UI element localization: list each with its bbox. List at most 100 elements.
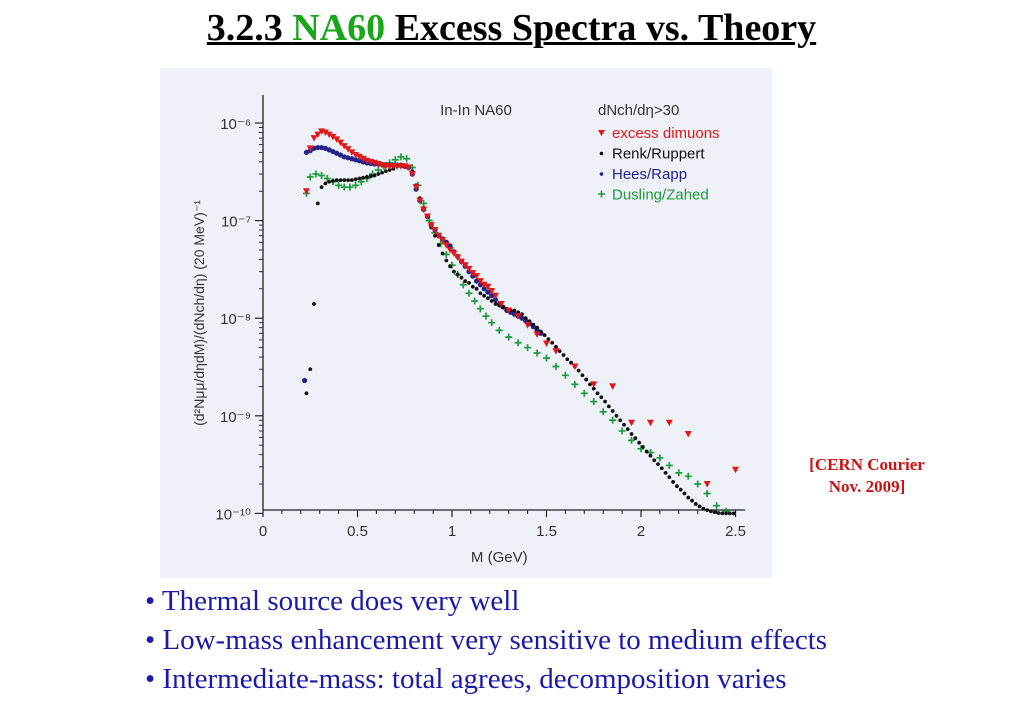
excess-dimuon-point [552, 348, 560, 355]
renk-ruppert-point [633, 436, 638, 441]
dusling-zahed-point [471, 297, 479, 305]
y-tick-label: 10⁻⁷ [221, 214, 251, 231]
renk-ruppert-point [550, 340, 555, 345]
renk-ruppert-point [493, 302, 498, 306]
excess-dimuon-point [465, 265, 473, 273]
renk-ruppert-point [304, 391, 309, 396]
renk-ruppert-point [535, 325, 539, 330]
excess-dimuon-point [457, 258, 465, 266]
excess-dimuon-point [446, 246, 454, 254]
renk-ruppert-point [580, 373, 585, 378]
excess-dimuon-point [420, 206, 428, 213]
renk-ruppert-point [557, 349, 562, 354]
renk-ruppert-point [478, 291, 483, 296]
renk-ruppert-point [334, 178, 339, 182]
excess-dimuon-point [473, 273, 481, 280]
excess-dimuon-point [454, 254, 462, 261]
renk-ruppert-point [682, 491, 687, 496]
dusling-zahed-point [459, 281, 467, 289]
renk-ruppert-point [308, 367, 313, 372]
renk-ruppert-point [648, 453, 653, 458]
excess-dimuon-point [524, 322, 532, 329]
renk-ruppert-point [357, 176, 362, 181]
excess-dimuon-point [628, 419, 636, 427]
spectra-chart: 0 0.5 1 1.5 2 2.5 10⁻⁶ 10⁻⁷ 10⁻⁸ 10⁻⁹ 10⁻¹⁰ M (GeV)… [191, 95, 746, 566]
x-tick-label: 2.5 [725, 523, 746, 540]
excess-dimuon-point [427, 222, 435, 229]
renk-ruppert-point [312, 302, 316, 306]
excess-dimuon-point [439, 237, 447, 244]
renk-ruppert-point [474, 286, 479, 291]
hees-rapp-point [481, 286, 487, 292]
x-axis-label: M (GeV) [471, 549, 528, 566]
renk-ruppert-point [591, 386, 596, 391]
renk-ruppert-point [576, 368, 581, 373]
excess-dimuon-point [484, 283, 492, 291]
excess-dimuon-point [348, 149, 356, 156]
renk-ruppert-point [727, 511, 732, 516]
renk-ruppert-point [383, 169, 388, 174]
renk-ruppert-point [436, 243, 441, 248]
excess-dimuon-point [461, 262, 469, 269]
renk-ruppert-point [709, 509, 713, 514]
renk-ruppert-point [720, 511, 725, 516]
renk-ruppert-point [433, 233, 437, 238]
renk-ruppert-point [584, 377, 589, 382]
x-tick-label: 0 [259, 523, 267, 540]
x-tick-label: 1 [448, 523, 456, 540]
renk-ruppert-point [455, 272, 460, 277]
dusling-zahed-point [665, 461, 673, 469]
excess-dimuon-point [442, 242, 450, 249]
renk-ruppert-point [625, 427, 630, 432]
excess-dimuon-point [533, 331, 541, 339]
dusling-zahed-point [618, 427, 626, 435]
dusling-zahed-point [514, 339, 522, 347]
renk-ruppert-point [675, 484, 679, 489]
legend-label: Renk/Ruppert [612, 146, 705, 163]
dusling-zahed-point [488, 319, 496, 327]
renk-ruppert-point [523, 316, 528, 321]
renk-ruppert-point [531, 322, 536, 327]
renk-ruppert-point [342, 178, 347, 182]
dusling-zahed-point [505, 333, 513, 341]
legend-entry: Dusling/Zahed [598, 187, 709, 204]
dusling-zahed-point [465, 289, 473, 297]
renk-ruppert-point [467, 280, 471, 285]
renk-ruppert-point [380, 170, 384, 175]
citation-line-2: Nov. 2009] [828, 477, 906, 496]
renk-ruppert-point [554, 344, 558, 349]
renk-ruppert-point [365, 175, 369, 179]
legend-entry: Renk/Ruppert [599, 146, 705, 163]
renk-ruppert-point [606, 404, 611, 409]
y-tick-label: 10⁻⁸ [220, 311, 251, 328]
renk-ruppert-point [629, 432, 634, 436]
renk-ruppert-point [603, 399, 607, 404]
renk-ruppert-point [610, 409, 615, 413]
renk-ruppert-point [693, 502, 698, 506]
y-tick-label: 10⁻¹⁰ [215, 506, 251, 523]
renk-ruppert-point [622, 422, 626, 427]
excess-dimuon-point [571, 363, 579, 370]
excess-dimuon-point [609, 383, 617, 390]
excess-dimuon-point [314, 131, 322, 139]
excess-dimuon-point [732, 466, 739, 474]
excess-dimuon-point [310, 135, 318, 142]
x-tick-label: 0.5 [347, 523, 368, 540]
dusling-zahed-point [628, 436, 636, 444]
dusling-zahed-point [713, 502, 721, 510]
excess-dimuon-point [491, 292, 499, 300]
hees-rapp-point [492, 297, 499, 303]
legend-marker [599, 172, 604, 176]
renk-ruppert-point [690, 498, 694, 503]
dusling-zahed-point [524, 344, 532, 352]
renk-ruppert-point [319, 185, 324, 190]
dusling-zahed-point [397, 153, 405, 161]
title-highlight: NA60 [292, 7, 386, 49]
dusling-zahed-point [675, 469, 683, 477]
dusling-zahed-point [590, 398, 598, 406]
legend-marker [599, 151, 604, 156]
excess-dimuon-point [302, 188, 310, 195]
bullet-item: • Thermal source does very well [145, 585, 520, 617]
excess-dimuon-point [488, 287, 496, 295]
hees-rapp-point [301, 377, 308, 384]
